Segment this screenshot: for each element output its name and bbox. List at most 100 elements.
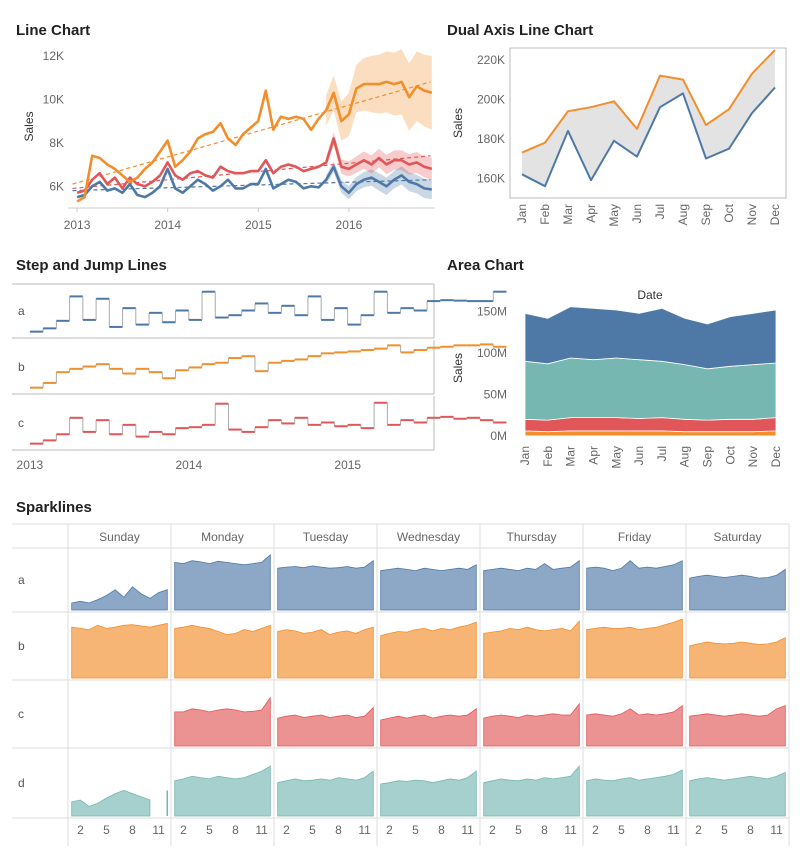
- line-series-red: [76, 137, 433, 195]
- spark-column-header: Wednesday: [397, 530, 460, 544]
- spark-row-label: b: [18, 639, 25, 653]
- dual-x-tick-label: Jun: [630, 204, 644, 223]
- step-row-label: c: [18, 416, 24, 430]
- spark-area-d-4: [483, 765, 580, 817]
- spark-area-c-2: [277, 706, 374, 747]
- spark-area-a-6: [689, 568, 786, 611]
- spark-x-tick-label: 11: [358, 823, 371, 837]
- spark-column-header: Thursday: [506, 530, 556, 544]
- spark-x-tick-label: 8: [438, 823, 445, 837]
- spark-x-tick-label: 2: [592, 823, 599, 837]
- step-row-label: b: [18, 360, 25, 374]
- dual-x-tick-label: Sep: [699, 204, 713, 226]
- spark-x-tick-label: 5: [103, 823, 110, 837]
- spark-area-b-1: [174, 624, 271, 679]
- line-x-tick-label: 2013: [64, 218, 91, 232]
- line-chart-title: Line Chart: [16, 22, 90, 39]
- spark-area-d-2: [277, 770, 374, 817]
- sparklines-title: Sparklines: [16, 499, 92, 516]
- spark-x-tick-label: 5: [412, 823, 419, 837]
- spark-row-label: a: [18, 573, 25, 587]
- spark-area-a-4: [483, 559, 580, 611]
- dual-x-tick-label: Jan: [515, 204, 529, 223]
- dual-x-tick-label: Dec: [768, 204, 782, 225]
- spark-column-header: Sunday: [99, 530, 140, 544]
- line-x-tick-label: 2015: [245, 218, 272, 232]
- step-x-tick-label: 2015: [334, 458, 361, 472]
- area-y-tick-label: 100M: [477, 346, 507, 360]
- spark-x-tick-label: 5: [206, 823, 213, 837]
- line-series-blue: [76, 165, 432, 199]
- line-y-axis-label: Sales: [22, 111, 36, 141]
- spark-area-b-2: [277, 626, 374, 679]
- spark-area-a-3: [380, 564, 477, 611]
- spark-row-label: d: [18, 776, 25, 790]
- dual-axis-chart: 160K 180K 200K 220K Sales Jan Feb Mar Apr May Jun J…: [451, 47, 787, 227]
- spark-column-header: Friday: [618, 530, 651, 544]
- area-x-tick-label: Dec: [769, 446, 783, 467]
- step-chart: a b c 2013 2014 2015: [12, 283, 507, 472]
- spark-column-header: Saturday: [713, 530, 761, 544]
- area-y-tick-label: 0M: [490, 429, 507, 443]
- area-x-tick-label: Jun: [632, 446, 646, 465]
- spark-x-tick-label: 5: [515, 823, 522, 837]
- spark-area-c-3: [380, 708, 477, 747]
- dual-x-tick-label: Apr: [584, 204, 598, 223]
- area-x-tick-label: Mar: [564, 446, 578, 467]
- step-row-label: a: [18, 304, 25, 318]
- spark-x-tick-label: 8: [747, 823, 754, 837]
- spark-area-c-6: [689, 705, 786, 747]
- spark-x-tick-label: 2: [283, 823, 290, 837]
- spark-area-a-5: [586, 560, 683, 611]
- trend-line-orange: [72, 81, 431, 185]
- dual-x-tick-label: Jul: [653, 204, 667, 219]
- area-x-tick-label: Oct: [723, 445, 737, 464]
- spark-x-tick-label: 8: [335, 823, 342, 837]
- spark-column-header: Monday: [201, 530, 244, 544]
- dual-x-tick-label: May: [607, 204, 621, 227]
- dual-series-blue: [521, 86, 776, 188]
- area-x-tick-label: Feb: [541, 446, 555, 467]
- sparklines-chart: Sunday Monday Tuesday Wednesday Thursday Frid…: [12, 523, 790, 846]
- spark-area-b-4: [483, 619, 580, 679]
- spark-area-d-3: [380, 770, 477, 817]
- line-y-tick-label: 8K: [49, 136, 64, 150]
- spark-area-d-0: [71, 789, 151, 817]
- line-y-tick-label: 12K: [43, 49, 64, 63]
- area-x-tick-label: Apr: [586, 446, 600, 465]
- spark-x-tick-label: 11: [770, 823, 783, 837]
- spark-x-tick-label: 5: [618, 823, 625, 837]
- spark-x-tick-label: 5: [309, 823, 316, 837]
- area-layer-teal: [524, 357, 777, 421]
- spark-area-c-1: [174, 696, 271, 747]
- line-y-tick-label: 6K: [49, 179, 64, 193]
- dual-y-tick-label: 220K: [477, 53, 505, 67]
- spark-x-tick-label: 2: [695, 823, 702, 837]
- spark-area-b-6: [689, 637, 786, 679]
- spark-x-tick-label: 11: [667, 823, 680, 837]
- spark-x-tick-label: 8: [644, 823, 651, 837]
- area-chart: Date 0M 50M 100M 150M Sales Jan Feb Mar Apr May Jun…: [451, 288, 783, 469]
- area-x-tick-label: Jul: [655, 446, 669, 461]
- area-y-axis-label: Sales: [451, 353, 465, 383]
- area-x-tick-label: Nov: [746, 446, 760, 467]
- area-x-tick-label: May: [609, 446, 623, 469]
- dual-series-orange: [521, 49, 776, 154]
- spark-x-tick-label: 2: [386, 823, 393, 837]
- spark-area-c-5: [586, 704, 683, 747]
- spark-x-tick-label: 2: [77, 823, 84, 837]
- spark-x-tick-label: 11: [152, 823, 165, 837]
- spark-area-d-5: [586, 769, 683, 817]
- line-series-orange: [76, 80, 433, 203]
- spark-x-tick-label: 8: [541, 823, 548, 837]
- line-y-tick-label: 10K: [43, 92, 64, 106]
- spark-area-a-2: [277, 559, 374, 611]
- line-x-tick-label: 2014: [154, 218, 181, 232]
- spark-area-a-1: [174, 554, 271, 611]
- dual-y-tick-label: 200K: [477, 92, 505, 106]
- area-layer-red: [524, 417, 777, 433]
- area-y-tick-label: 150M: [477, 305, 507, 319]
- spark-area-a-0: [71, 586, 168, 611]
- dual-x-tick-label: Oct: [722, 203, 736, 222]
- trend-line-red: [72, 155, 431, 190]
